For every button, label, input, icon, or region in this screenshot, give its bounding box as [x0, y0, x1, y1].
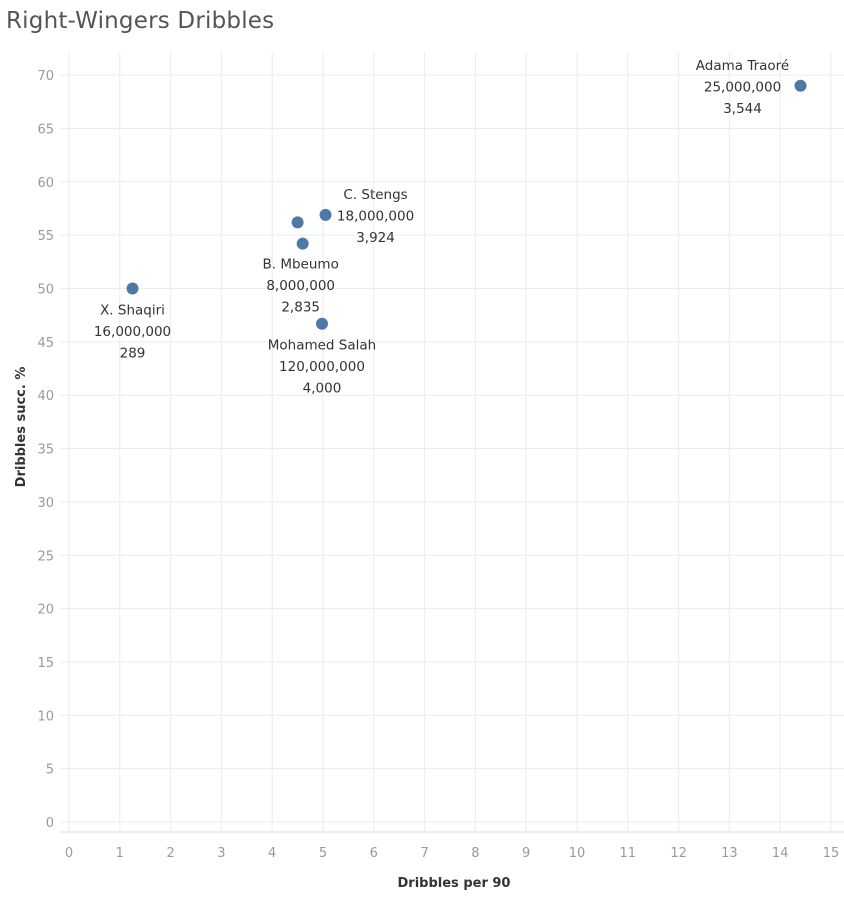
point-label-group: C. Stengs 18,000,000 3,924: [337, 187, 414, 246]
x-tick-label: 11: [620, 846, 637, 861]
point-label-value: 120,000,000: [279, 359, 365, 375]
point-label-count: 3,924: [356, 230, 395, 246]
chart-title: Right-Wingers Dribbles: [6, 8, 275, 34]
point-label-name: Mohamed Salah: [268, 338, 376, 354]
x-tick-label: 15: [823, 846, 840, 861]
point-label-group: Mohamed Salah 120,000,000 4,000: [268, 338, 376, 397]
y-tick-label: 30: [37, 496, 54, 511]
point-label-value: 25,000,000: [704, 79, 781, 95]
point-label-name: B. Mbeumo: [263, 257, 339, 273]
point-label-value: 8,000,000: [266, 278, 335, 294]
data-point: [794, 79, 807, 92]
point-label-value: 16,000,000: [94, 324, 171, 340]
x-tick-label: 9: [522, 846, 530, 861]
x-tick-label: 3: [217, 846, 225, 861]
y-tick-label: 40: [37, 389, 54, 404]
point-label-group: X. Shaqiri 16,000,000 289: [94, 303, 171, 362]
y-tick-label: 55: [37, 229, 54, 244]
point-label-group: Adama Traoré 25,000,000 3,544: [696, 58, 789, 117]
y-tick-label: 60: [37, 176, 54, 191]
point-label-value: 18,000,000: [337, 208, 414, 224]
point-label-name: Adama Traoré: [696, 58, 789, 74]
data-point: [126, 282, 139, 295]
x-tick-label: 0: [65, 846, 73, 861]
label-layer: Adama Traoré 25,000,000 3,544 C. Stengs 18,0…: [94, 58, 789, 397]
x-tick-label: 2: [166, 846, 174, 861]
x-tick-label: 7: [420, 846, 428, 861]
grid-layer: [60, 52, 844, 833]
x-tick-label: 4: [268, 846, 276, 861]
point-label-group: B. Mbeumo 8,000,000 2,835: [263, 257, 339, 316]
y-tick-label: 10: [37, 709, 54, 724]
point-label-count: 3,544: [723, 101, 762, 117]
point-label-count: 4,000: [303, 381, 342, 397]
data-point: [319, 208, 332, 221]
x-tick-label: 6: [370, 846, 378, 861]
y-axis-label: Dribbles succ. %: [14, 367, 29, 488]
tick-layer: 0 1 2 3 4 5 6 7 8 9 10 11 12 13 14 15051015202530354045…: [37, 69, 839, 861]
y-tick-label: 70: [37, 69, 54, 84]
x-tick-label: 14: [772, 846, 789, 861]
y-tick-label: 50: [37, 283, 54, 298]
data-point: [296, 237, 309, 250]
point-label-count: 2,835: [281, 300, 320, 316]
data-point: [291, 216, 304, 229]
point-label-name: C. Stengs: [343, 187, 407, 203]
data-point: [315, 317, 328, 330]
x-tick-label: 13: [721, 846, 738, 861]
x-axis-label: Dribbles per 90: [398, 876, 511, 891]
point-label-count: 289: [120, 346, 146, 362]
point-layer: [126, 79, 807, 330]
y-tick-label: 65: [37, 122, 54, 137]
y-tick-label: 45: [37, 336, 54, 351]
y-tick-label: 15: [37, 656, 54, 671]
y-tick-label: 0: [46, 816, 54, 831]
x-tick-label: 10: [569, 846, 586, 861]
point-label-name: X. Shaqiri: [100, 303, 165, 319]
y-tick-label: 5: [46, 763, 54, 778]
y-tick-label: 25: [37, 549, 54, 564]
y-tick-label: 20: [37, 603, 54, 618]
x-tick-label: 12: [670, 846, 687, 861]
x-tick-label: 1: [116, 846, 124, 861]
x-tick-label: 5: [319, 846, 327, 861]
y-tick-label: 35: [37, 443, 54, 458]
x-tick-label: 8: [471, 846, 479, 861]
